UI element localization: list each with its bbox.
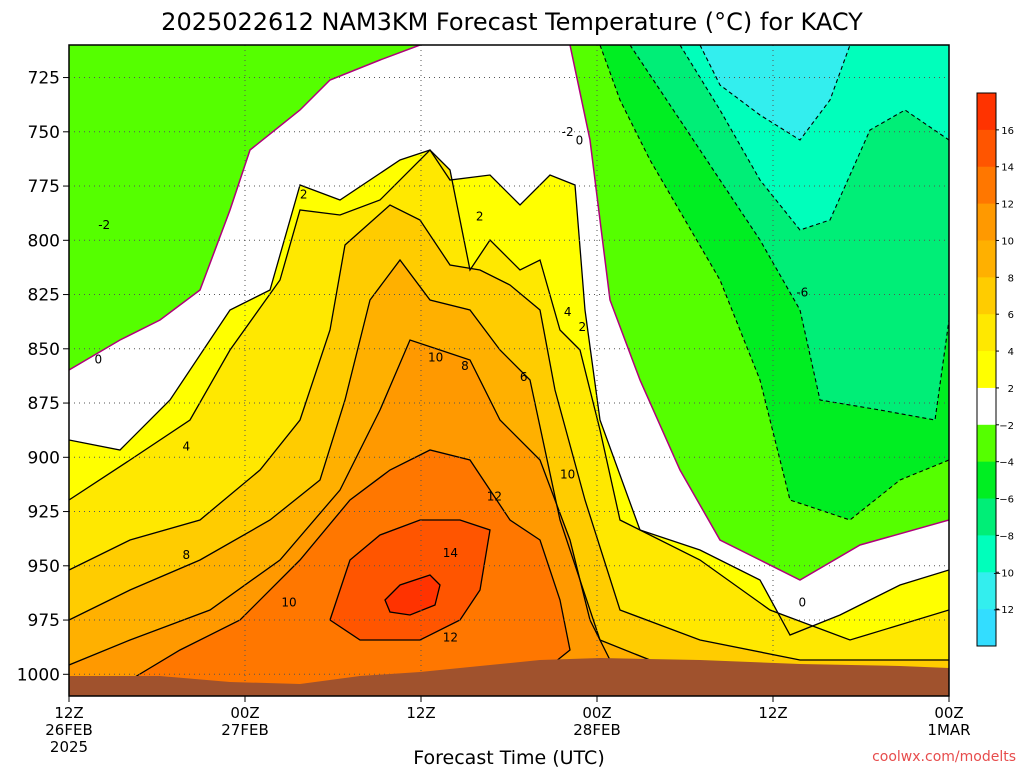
colorbar-swatch [977, 351, 996, 389]
x-tick-label: 26FEB [45, 721, 92, 739]
y-axis-labels: 725 750 775 800 825 850 875 900 925 950 975 1000 [17, 69, 69, 685]
x-tick-label: 00Z [934, 704, 963, 722]
band-plus-16 [385, 575, 440, 615]
y-tick-label: 800 [28, 231, 60, 251]
colorbar-label: −4 [999, 458, 1014, 469]
colorbar-label: 8 [1008, 273, 1014, 284]
contour-label: 4 [564, 305, 572, 319]
y-tick-label: 775 [28, 177, 60, 197]
colorbar-label: 16 [1001, 126, 1014, 137]
x-tick-label: 27FEB [221, 721, 268, 739]
contour-label: 14 [443, 546, 458, 560]
contour-label: 10 [281, 596, 296, 610]
colorbar-label: 4 [1008, 347, 1014, 358]
plot-frame [68, 44, 950, 697]
contour-label: 2 [476, 209, 484, 223]
x-tick-label: 00Z [230, 704, 259, 722]
chart-title: 2025022612 NAM3KM Forecast Temperature (… [161, 8, 863, 36]
isotherm-negative [599, 45, 949, 521]
contour-label: -2 [98, 218, 110, 232]
contour-label: 4 [183, 439, 191, 453]
colorbar-swatch [977, 609, 996, 647]
credit-text: coolwx.com/modelts [872, 749, 1016, 765]
colorbar-frame [976, 92, 997, 647]
contour-label: 2 [300, 188, 308, 202]
surface-terrain [69, 658, 949, 696]
contour-label: -2 [562, 125, 574, 139]
isotherm-zero [69, 45, 949, 581]
y-tick-label: 900 [28, 448, 60, 468]
colorbar-swatch [977, 572, 996, 610]
x-tick-label: 1MAR [927, 721, 970, 739]
colorbar-label: −2 [999, 421, 1014, 432]
colorbar-swatch [977, 277, 996, 315]
band-minus-6 [630, 45, 949, 420]
y-tick-label: 975 [28, 611, 60, 631]
contour-label: 10 [560, 468, 575, 482]
contour-label: 12 [487, 489, 502, 503]
band-plus-14 [330, 520, 490, 640]
colorbar-swatch [977, 240, 996, 278]
colorbar-swatch [977, 203, 996, 241]
y-tick-label: 925 [28, 503, 60, 523]
y-tick-label: 1000 [17, 665, 60, 685]
colorbar-label: 2 [1008, 384, 1014, 395]
contour-label: 12 [443, 630, 458, 644]
x-axis-title: Forecast Time (UTC) [413, 747, 604, 768]
colorbar-label: −10 [993, 568, 1014, 579]
contour-label: 0 [95, 353, 103, 367]
colorbar-swatch [977, 166, 996, 205]
x-tick-label: 00Z [582, 704, 611, 722]
contour-label: 8 [183, 548, 191, 562]
colorbar-swatch [977, 314, 996, 352]
colorbar-swatch [977, 461, 996, 500]
contour-field [69, 45, 949, 696]
x-tick-label: 12Z [406, 704, 435, 722]
contour-label: -6 [796, 285, 808, 299]
y-tick-label: 825 [28, 286, 60, 306]
colorbar-label: −6 [999, 495, 1014, 506]
colorbar-swatch [977, 129, 996, 168]
x-tick-label: 28FEB [573, 721, 620, 739]
band-minus-10 [700, 45, 850, 140]
colorbar-swatch [977, 387, 996, 426]
contour-label: 6 [520, 370, 528, 384]
contour-label: 10 [428, 350, 443, 364]
colorbar-swatch [977, 535, 996, 573]
contour-label: 0 [799, 596, 807, 610]
isotherm-lines [69, 149, 949, 691]
colorbar-label: 14 [1001, 163, 1014, 174]
y-tick-label: 725 [28, 69, 60, 89]
colorbar-label: 10 [1001, 236, 1014, 247]
colorbar-swatch [977, 424, 996, 463]
colorbar-label: 12 [1001, 200, 1014, 211]
contour-label: 8 [461, 359, 469, 373]
y-tick-label: 875 [28, 394, 60, 414]
colorbar-swatch [977, 93, 996, 131]
x-tick-label: 12Z [54, 704, 83, 722]
x-tick-label: 2025 [50, 738, 88, 756]
y-tick-label: 950 [28, 557, 60, 577]
colorbar-swatch [977, 498, 996, 536]
colorbar-label: 6 [1008, 310, 1014, 321]
contour-label: 0 [576, 133, 584, 147]
y-tick-label: 850 [28, 340, 60, 360]
y-tick-label: 750 [28, 123, 60, 143]
x-tick-label: 12Z [758, 704, 787, 722]
colorbar: 16 14 12 10 8 6 4 2 −2 −4 −6 −8 −10 −12 [976, 92, 1014, 647]
colorbar-label: −8 [999, 531, 1014, 542]
contour-label: 2 [579, 320, 587, 334]
colorbar-label: −12 [993, 605, 1014, 616]
